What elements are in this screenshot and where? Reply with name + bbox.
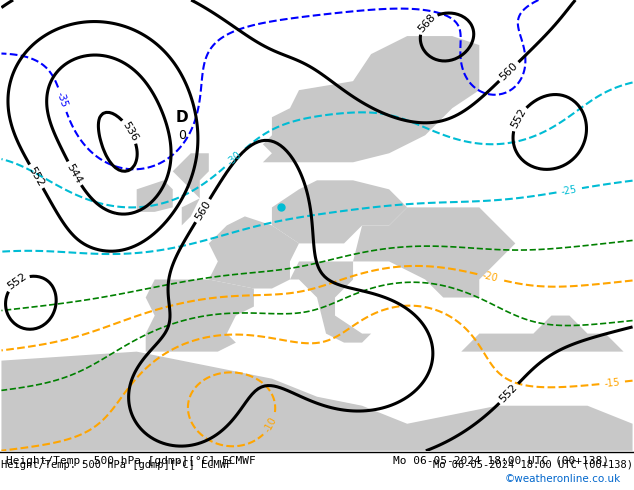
Text: -30: -30 bbox=[225, 149, 243, 168]
Text: 544: 544 bbox=[65, 162, 84, 185]
Polygon shape bbox=[1, 352, 633, 451]
Text: -20: -20 bbox=[481, 270, 499, 284]
Text: Mo 06-05-2024 18:00 UTC (00+138): Mo 06-05-2024 18:00 UTC (00+138) bbox=[432, 460, 633, 470]
Polygon shape bbox=[263, 36, 479, 162]
Text: -10: -10 bbox=[263, 415, 279, 434]
Text: -25: -25 bbox=[560, 184, 578, 196]
Text: 568: 568 bbox=[416, 11, 437, 34]
Text: 0: 0 bbox=[178, 129, 186, 142]
Text: -15: -15 bbox=[604, 377, 621, 389]
Text: Mo 06-05-2024 18:00 UTC (00+138): Mo 06-05-2024 18:00 UTC (00+138) bbox=[393, 456, 609, 466]
Text: D: D bbox=[176, 110, 188, 125]
Text: 552: 552 bbox=[6, 271, 29, 292]
Polygon shape bbox=[146, 279, 254, 352]
Text: -35: -35 bbox=[55, 91, 70, 109]
Text: ©weatheronline.co.uk: ©weatheronline.co.uk bbox=[505, 474, 621, 484]
Text: 560: 560 bbox=[498, 61, 520, 82]
Text: 552: 552 bbox=[27, 165, 46, 188]
Text: 536: 536 bbox=[120, 120, 140, 143]
Text: 552: 552 bbox=[509, 107, 528, 130]
Polygon shape bbox=[353, 207, 515, 297]
Polygon shape bbox=[272, 180, 407, 244]
Text: 560: 560 bbox=[193, 199, 212, 222]
Polygon shape bbox=[290, 262, 371, 343]
Polygon shape bbox=[172, 153, 209, 225]
Polygon shape bbox=[209, 217, 299, 289]
Text: 552: 552 bbox=[498, 382, 520, 405]
Polygon shape bbox=[137, 180, 172, 212]
Polygon shape bbox=[462, 316, 624, 352]
Text: Height/Temp. 500 hPa [gdmp][°C] ECMWF: Height/Temp. 500 hPa [gdmp][°C] ECMWF bbox=[6, 456, 256, 466]
Text: Height/Temp. 500 hPa [gdmp][°C] ECMWF: Height/Temp. 500 hPa [gdmp][°C] ECMWF bbox=[1, 460, 233, 470]
